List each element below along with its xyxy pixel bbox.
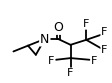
Text: F: F bbox=[67, 68, 74, 78]
Text: F: F bbox=[48, 56, 55, 66]
Text: F: F bbox=[101, 45, 107, 55]
Text: F: F bbox=[83, 19, 89, 29]
Text: F: F bbox=[101, 27, 107, 37]
Text: N: N bbox=[40, 33, 50, 45]
Text: O: O bbox=[53, 21, 63, 34]
Text: F: F bbox=[91, 56, 97, 66]
